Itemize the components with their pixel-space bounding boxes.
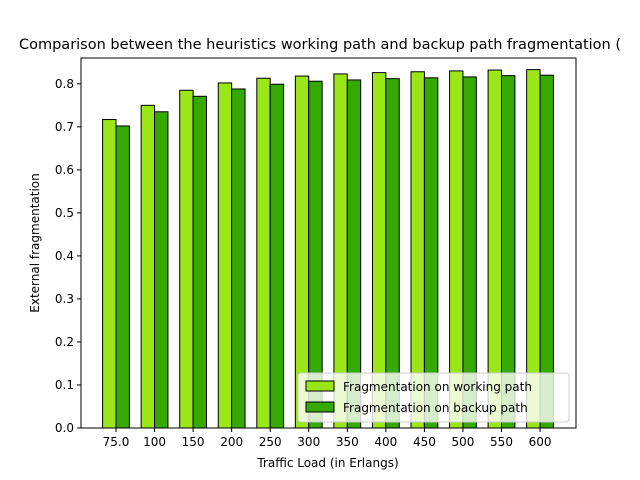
bar-working-path-200 [217, 82, 233, 429]
x-tick-label: 100 [143, 435, 166, 449]
legend-label: Fragmentation on working path [343, 380, 532, 394]
legend-swatch [305, 401, 335, 413]
y-tick-label: 0.4 [55, 249, 74, 263]
x-tick-label: 550 [490, 435, 513, 449]
x-tick-label: 150 [182, 435, 205, 449]
bar-backup-path-100 [154, 111, 169, 429]
x-tick-label: 75.0 [103, 435, 130, 449]
bar-backup-path-150 [192, 95, 208, 429]
y-tick-label: 0.5 [55, 206, 74, 220]
y-axis-label: External fragmentation [28, 173, 42, 312]
y-tick-label: 0.0 [55, 421, 74, 435]
bar-backup-path-200 [231, 88, 246, 429]
bar-working-path-75-0 [102, 119, 117, 429]
x-tick-label: 350 [336, 435, 359, 449]
y-tick-label: 0.2 [55, 335, 74, 349]
y-tick-label: 0.6 [55, 163, 74, 177]
legend-box [297, 372, 570, 423]
x-tick-label: 300 [297, 435, 320, 449]
y-tick-label: 0.8 [55, 77, 74, 91]
bar-backup-path-250 [269, 83, 285, 429]
y-tick-label: 0.3 [55, 292, 74, 306]
x-tick-label: 200 [220, 435, 243, 449]
bar-working-path-250 [256, 77, 271, 429]
plot-area: 75.0 100 150 200 250 300 350 400 450 500 550 600 0.0… [55, 57, 577, 449]
x-tick-label: 600 [529, 435, 552, 449]
axes-frame [80, 57, 577, 429]
x-tick-label: 250 [259, 435, 282, 449]
y-tick-label: 0.7 [55, 120, 74, 134]
bar-working-path-150 [179, 89, 194, 429]
chart-title: Comparison between the heuristics workin… [19, 37, 621, 53]
x-tick-label: 450 [413, 435, 436, 449]
legend-label: Fragmentation on backup path [343, 401, 528, 415]
x-tick-label: 400 [374, 435, 397, 449]
bar-backup-path-75-0 [115, 125, 130, 429]
y-tick-label: 0.1 [55, 378, 74, 392]
x-axis-label: Traffic Load (in Erlangs) [256, 456, 398, 470]
legend-swatch [305, 380, 335, 392]
bar-working-path-100 [140, 104, 156, 429]
legend: Fragmentation on working path Fragmentati… [297, 372, 570, 423]
x-tick-label: 500 [451, 435, 474, 449]
